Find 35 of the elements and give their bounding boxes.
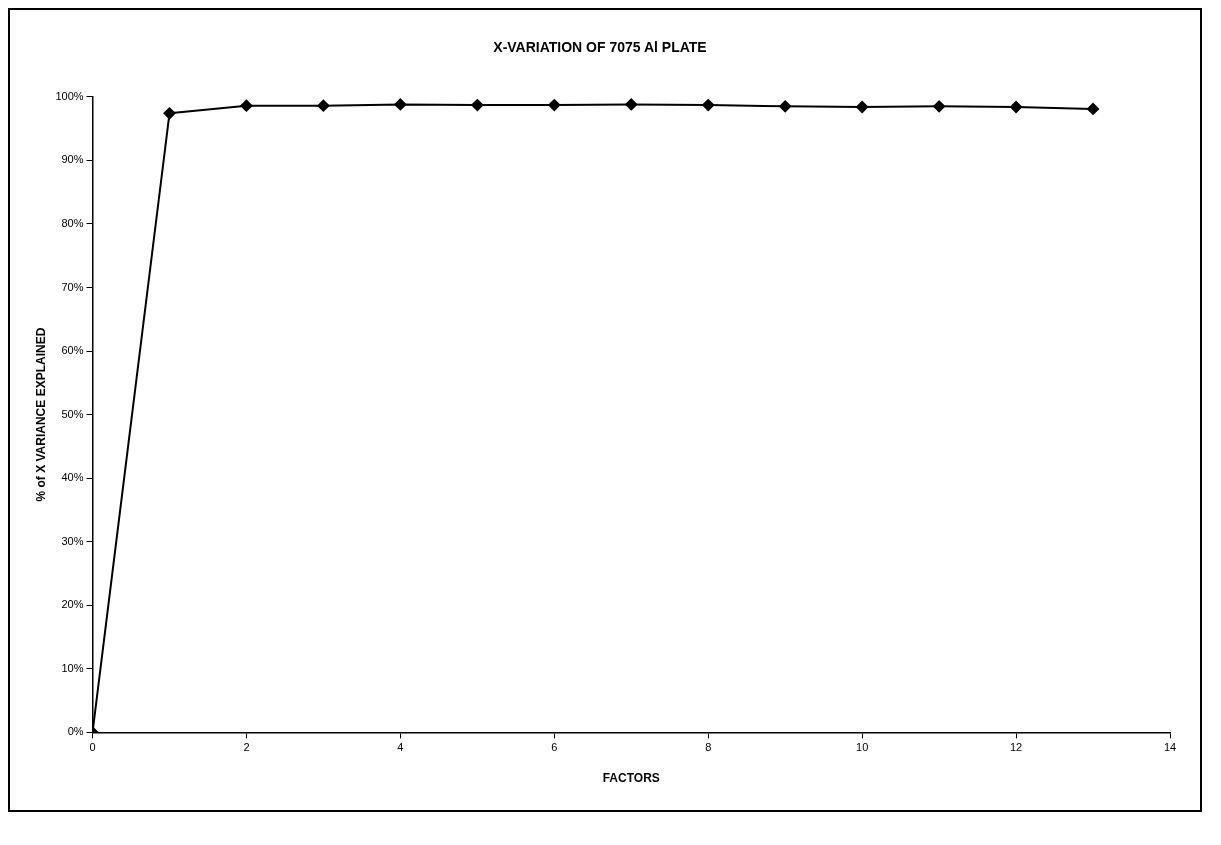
point — [548, 99, 561, 112]
x-tick-label: 14 — [1163, 741, 1177, 754]
point — [702, 99, 715, 112]
point — [163, 107, 176, 120]
y-tick-label: 70% — [61, 280, 84, 293]
x-axis-title: FACTORS — [602, 771, 660, 786]
point — [240, 99, 253, 112]
point — [933, 100, 946, 113]
chart-title: X-VARIATION OF 7075 Al PLATE — [493, 39, 707, 56]
y-tick-label: 90% — [61, 153, 84, 166]
y-tick-label: 60% — [61, 344, 84, 357]
point — [1087, 102, 1100, 115]
x-tick-label: 2 — [243, 741, 250, 754]
y-tick-label: 50% — [61, 407, 84, 420]
point — [471, 99, 484, 112]
x-tick-label: 0 — [89, 741, 96, 754]
y-tick-label: 20% — [61, 598, 84, 611]
point — [625, 98, 638, 111]
y-axis-title: % of X VARIANCE EXPLAINED — [33, 327, 48, 502]
y-tick-label: 10% — [61, 661, 84, 674]
point — [856, 100, 869, 113]
y-tick-label: 40% — [61, 471, 84, 484]
x-tick-label: 12 — [1009, 741, 1023, 754]
y-tick-label: 80% — [61, 216, 84, 229]
x-tick-label: 4 — [397, 741, 404, 754]
y-tick-label: 0% — [67, 725, 84, 738]
point — [1010, 100, 1023, 113]
x-tick-label: 6 — [551, 741, 558, 754]
point — [779, 100, 792, 113]
y-tick-label: 30% — [61, 534, 84, 547]
x-tick-label: 8 — [705, 741, 712, 754]
point — [394, 98, 407, 111]
point — [317, 99, 330, 112]
y-tick-label: 100% — [55, 89, 84, 102]
x-tick-label: 10 — [856, 741, 869, 754]
